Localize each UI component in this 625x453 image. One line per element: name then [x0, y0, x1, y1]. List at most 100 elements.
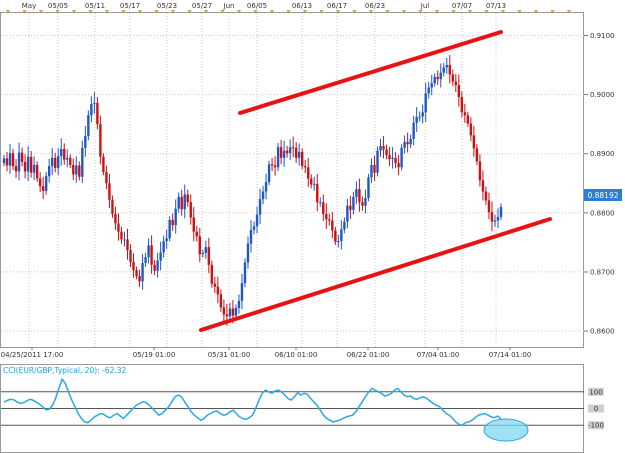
candle-body: [361, 202, 364, 206]
candle-body: [412, 122, 415, 139]
candle-body: [415, 117, 418, 123]
candle-body: [201, 253, 204, 255]
candle-body: [231, 308, 235, 316]
candle-body: [436, 76, 439, 80]
candle-body: [319, 202, 322, 204]
price-axis: 0.9100 0.9000 0.8900 0.8800 0.8700 0.8600: [584, 32, 615, 336]
bottom-date-label: 07/04 01:00: [417, 351, 460, 359]
candle-body: [84, 135, 87, 148]
candle-body: [90, 104, 93, 116]
top-date-label: 05/17: [120, 2, 140, 10]
candle-body: [490, 212, 494, 222]
top-date-label: 05/27: [192, 2, 212, 10]
candle-body: [129, 250, 132, 262]
candle-body: [105, 172, 108, 184]
candle-body: [47, 166, 51, 177]
candle-body: [445, 65, 448, 68]
upper-trendline: [238, 30, 503, 115]
candle-body: [466, 115, 470, 124]
cci-level-label: -100: [588, 422, 604, 430]
candle-body: [288, 147, 292, 154]
price-tick-label: 0.8600: [590, 328, 615, 336]
candle-body: [237, 300, 241, 308]
candle-body: [418, 116, 421, 118]
candle-body: [349, 205, 352, 210]
candle-body: [87, 115, 90, 136]
cci-level-box: [588, 387, 604, 396]
candle-body: [352, 196, 355, 210]
candle-body: [60, 148, 63, 157]
candle-body: [469, 123, 473, 136]
candle-body: [451, 74, 455, 82]
candle-body: [343, 221, 346, 230]
candle-body: [17, 152, 21, 172]
candle-body: [297, 151, 301, 158]
top-date-label: 06/17: [327, 2, 347, 10]
cci-level-box: [588, 404, 604, 413]
top-date-label: 07/07: [452, 2, 472, 10]
top-date-label: Jul: [420, 2, 430, 10]
candle-body: [285, 150, 289, 154]
candle-body: [186, 194, 189, 203]
candle-body: [270, 164, 274, 166]
candle-body: [454, 81, 458, 86]
candle-body: [69, 157, 72, 165]
candle-body: [385, 149, 388, 155]
candle-body: [189, 202, 192, 218]
price-tick-label: 0.8900: [590, 150, 615, 158]
price-tick-label: 0.9100: [590, 32, 615, 40]
candle-body: [174, 208, 177, 226]
cci-line: [3, 377, 502, 427]
candle-body: [234, 307, 238, 316]
candle-body: [496, 216, 500, 221]
candle-body: [111, 199, 114, 214]
candle-body: [322, 202, 325, 214]
candle-body: [192, 217, 195, 232]
candle-body: [156, 260, 159, 271]
candle-body: [14, 166, 18, 172]
candle-body: [210, 264, 214, 284]
candle-body: [267, 164, 271, 183]
candle-body: [2, 158, 6, 164]
candle-body: [325, 213, 328, 220]
candle-body: [219, 294, 223, 308]
candle-body: [114, 213, 117, 224]
candle-body: [499, 206, 503, 217]
candle-body: [457, 85, 461, 97]
candle-body: [264, 182, 268, 192]
candle-body: [397, 163, 400, 168]
candle-body: [388, 154, 391, 160]
candle-body: [328, 219, 331, 221]
candle-body: [424, 93, 427, 113]
bottom-date-label: 07/14 01:00: [489, 351, 532, 359]
price-panel: 0.9100 0.9000 0.8900 0.8800 0.8700 0.8600 0.8…: [0, 12, 622, 348]
bottom-date-label: 06/22 01:00: [347, 351, 390, 359]
candle-body: [44, 176, 48, 191]
candle-body: [168, 219, 171, 239]
candle-body: [301, 151, 304, 167]
candle-body: [141, 263, 144, 282]
candle-body: [144, 257, 147, 264]
candle-body: [427, 87, 430, 94]
candle-body: [373, 164, 376, 173]
top-date-label: 05/05: [48, 2, 68, 10]
candle-body: [165, 238, 168, 242]
candle-body: [180, 196, 183, 210]
candle-body: [11, 153, 15, 167]
candle-body: [291, 147, 295, 149]
candle-body: [41, 186, 45, 191]
candle-body: [5, 158, 9, 166]
candle-body: [472, 135, 476, 149]
candle-body: [213, 283, 217, 287]
candle-body: [478, 161, 482, 181]
top-date-label: 06/13: [292, 2, 312, 10]
price-plot-frame: [0, 12, 584, 348]
candle-body: [50, 157, 54, 167]
candle-body: [463, 112, 467, 116]
candle-body: [120, 231, 123, 240]
price-tick-label: 0.8700: [590, 268, 615, 276]
candle-body: [32, 164, 36, 173]
candle-body: [403, 141, 406, 148]
candle-body: [433, 76, 436, 84]
